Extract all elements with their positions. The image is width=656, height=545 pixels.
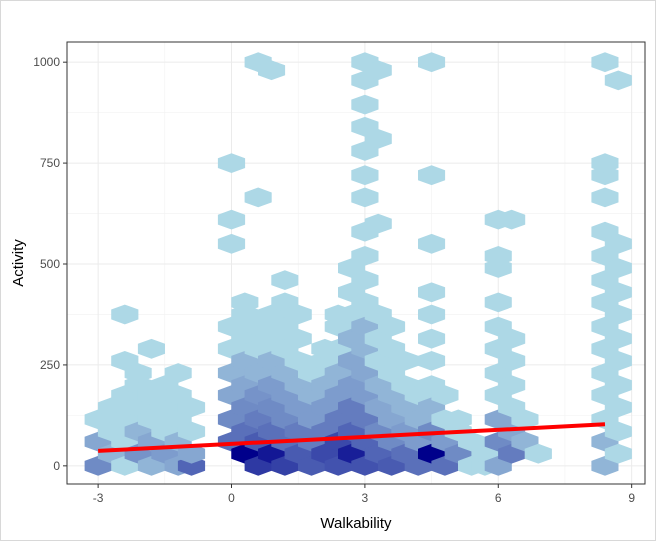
hexbin-cell	[137, 338, 165, 359]
x-tick-label: -3	[93, 491, 104, 505]
hexbin-cell	[364, 213, 392, 234]
hexbin-cell	[484, 246, 512, 266]
hexbin-cell	[524, 443, 552, 464]
hexbin-cell	[604, 351, 632, 371]
hexbin-cell	[591, 153, 619, 173]
trend-line-layer	[98, 422, 606, 453]
hexbin-cell	[604, 233, 632, 254]
x-tick-label: 3	[362, 491, 369, 505]
y-tick-label: 500	[40, 257, 60, 271]
hexbin-cell	[177, 443, 206, 464]
x-tick-label: 9	[628, 491, 635, 505]
trend-line	[98, 422, 606, 453]
hexbin-cell	[364, 60, 392, 81]
y-axis-title: Activity	[10, 239, 27, 287]
hexbin-cell	[351, 270, 379, 290]
hexbin-cell	[591, 187, 619, 208]
hexbin-cell	[418, 52, 446, 73]
hexbin-cell	[351, 94, 379, 115]
hexbin-cell	[484, 292, 512, 313]
hexbin-cell	[418, 282, 446, 303]
hexbin-cell	[604, 375, 632, 395]
hexbin-cell	[244, 187, 272, 208]
hexbin-cell	[351, 187, 379, 208]
hexbin-cell	[591, 52, 619, 73]
y-tick-label: 1000	[33, 55, 60, 69]
hexbin-cell	[418, 304, 446, 325]
hexbin-cell	[418, 351, 446, 371]
x-tick-label: 0	[228, 491, 235, 505]
hexbin-cell	[604, 304, 632, 325]
hexbin-cell	[231, 292, 259, 313]
y-axis: 0 250 500 750 1000	[33, 55, 67, 473]
hexbin-cell	[391, 351, 419, 371]
hexbin-cell	[378, 316, 406, 337]
y-tick-label: 250	[40, 358, 60, 372]
hexbin-cell	[177, 397, 206, 418]
hexbin-cell	[604, 70, 632, 91]
hexbin-cell	[284, 304, 312, 325]
x-axis: -3 0 3 6 9	[93, 484, 635, 505]
hexbin-cell	[604, 328, 632, 349]
hexbin-cell	[604, 397, 632, 418]
hexbin-cell	[217, 233, 246, 254]
hexbin-cell	[364, 129, 392, 149]
hexbin-cell	[418, 233, 446, 254]
hexbin-cell	[164, 363, 192, 383]
y-tick-label: 750	[40, 156, 60, 170]
hexbin-cell	[498, 351, 526, 371]
hexbin-cell	[418, 328, 446, 349]
hexbin-cell	[351, 165, 379, 186]
y-tick-label: 0	[53, 459, 60, 473]
hexbin-cell	[271, 270, 299, 290]
hexbin-cell	[217, 153, 246, 173]
hexbin-cell	[498, 328, 526, 349]
hexbin-cell	[444, 409, 472, 430]
hexbin-cell	[111, 304, 139, 325]
hexbin-cell	[604, 282, 632, 303]
hexbin-cell	[498, 209, 526, 230]
hexbin-cell	[258, 60, 286, 81]
hexbin-cell	[604, 258, 632, 278]
x-tick-label: 6	[495, 491, 502, 505]
plot-border	[66, 41, 646, 485]
x-axis-title: Walkability	[320, 515, 392, 532]
hexbin-cell	[511, 409, 539, 430]
hexbin-cell	[604, 421, 632, 442]
hexbin-cell	[124, 363, 152, 383]
hexbin-cell	[217, 209, 246, 230]
hexbin-cell	[284, 328, 312, 349]
hexbin-cell	[604, 443, 632, 464]
hexbin-cell	[351, 246, 379, 266]
hexbin-cell	[418, 165, 446, 186]
hexbin-cell	[498, 375, 526, 395]
hexbin-cell	[431, 385, 459, 406]
hexbin-cell	[177, 421, 206, 442]
